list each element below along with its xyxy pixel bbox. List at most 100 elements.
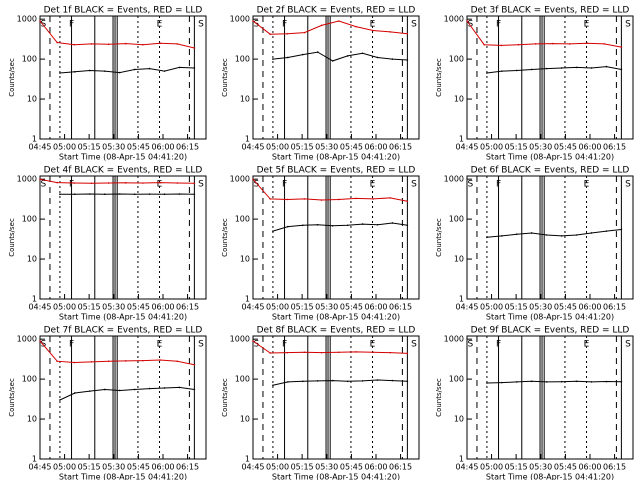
lld-series-line <box>39 20 195 49</box>
lld-series-line <box>39 178 195 184</box>
y-tick-label: 10 <box>27 415 37 424</box>
lld-data-point <box>269 352 271 354</box>
events-data-point <box>545 67 548 70</box>
y-tick-label: 1000 <box>444 175 464 184</box>
x-tick-label: 05:15 <box>505 143 528 152</box>
events-data-point <box>486 236 488 239</box>
detector-panel-4: Det 4f BLACK = Events, RED = LLD 1 10 100 10… <box>8 166 207 322</box>
events-data-point <box>575 66 578 69</box>
events-data-point <box>148 193 151 195</box>
y-axis-label: Counts/sec <box>8 58 16 97</box>
events-data-point <box>590 381 593 383</box>
lld-data-point <box>142 182 144 184</box>
y-axis-label: Counts/sec <box>221 218 229 257</box>
events-data-point <box>316 380 319 382</box>
x-tick-label: 05:15 <box>78 463 101 472</box>
events-data-point <box>376 56 379 59</box>
events-data-point <box>501 381 503 384</box>
lld-data-point <box>534 43 537 45</box>
panel-title: Det 6f BLACK = Events, RED = LLD <box>471 166 630 176</box>
x-tick-label: 05:00 <box>480 303 503 312</box>
lld-data-point <box>193 47 196 49</box>
events-data-point <box>103 388 106 391</box>
x-axis-label: Start Time (08-Apr-15 04:41:20) <box>272 153 400 162</box>
x-tick-label: 06:15 <box>389 143 412 152</box>
events-data-point <box>59 193 61 196</box>
lld-series-line <box>466 20 622 48</box>
events-series-line <box>59 66 195 74</box>
x-tick-label: 06:15 <box>389 463 412 472</box>
events-data-point <box>193 388 196 391</box>
lld-data-point <box>142 43 144 46</box>
lld-data-point <box>603 43 606 45</box>
lld-data-point <box>355 25 357 28</box>
events-data-point <box>560 235 563 237</box>
x-axis-label: Start Time (08-Apr-15 04:41:20) <box>59 153 187 162</box>
y-tick-label: 1000 <box>230 175 250 184</box>
y-tick-label: 100 <box>22 375 37 384</box>
lld-data-point <box>569 43 571 45</box>
y-tick-label: 1 <box>459 455 464 464</box>
x-tick-label: 05:45 <box>340 463 363 472</box>
x-tick-label: 05:45 <box>554 463 577 472</box>
x-tick-label: 06:15 <box>603 143 626 152</box>
lld-data-point <box>269 33 271 36</box>
events-data-point <box>287 56 289 59</box>
x-tick-label: 05:00 <box>53 303 76 312</box>
marker-letter: S <box>253 20 259 30</box>
y-tick-label: 1000 <box>17 15 37 24</box>
marker-letter: F <box>69 180 74 190</box>
x-axis-label: Start Time (08-Apr-15 04:41:20) <box>272 313 400 322</box>
events-data-point <box>148 67 151 70</box>
x-tick-label: 06:15 <box>389 303 412 312</box>
plot-frame <box>39 335 207 460</box>
x-tick-label: 05:45 <box>127 143 150 152</box>
marker-letter: S <box>625 180 631 190</box>
events-data-point <box>302 53 304 56</box>
marker-letter: S <box>411 20 417 30</box>
lld-data-point <box>159 181 161 184</box>
lld-data-point <box>303 31 306 34</box>
events-data-point <box>59 399 61 401</box>
x-tick-label: 05:30 <box>529 463 552 472</box>
events-data-point <box>590 67 593 69</box>
y-tick-label: 10 <box>27 95 37 104</box>
lld-data-point <box>124 182 127 184</box>
marker-letter: S <box>467 180 473 190</box>
events-data-point <box>287 225 289 228</box>
lld-data-point <box>193 182 196 185</box>
lld-data-point <box>124 42 127 45</box>
x-tick-label: 05:30 <box>102 463 125 472</box>
lld-data-point <box>90 43 93 45</box>
panel-title: Det 3f BLACK = Events, RED = LLD <box>471 6 630 16</box>
x-tick-label: 05:00 <box>480 143 503 152</box>
marker-letter: E <box>584 340 590 350</box>
detector-panel-1: Det 1f BLACK = Events, RED = LLD 1 10 100 10… <box>8 6 207 162</box>
x-tick-label: 06:00 <box>364 143 387 152</box>
events-data-point <box>376 224 379 226</box>
marker-letter: S <box>198 20 204 30</box>
events-data-point <box>530 68 533 71</box>
y-tick-label: 1000 <box>17 175 37 184</box>
y-tick-label: 10 <box>454 255 464 264</box>
y-tick-label: 1000 <box>230 15 250 24</box>
events-data-point <box>575 234 578 236</box>
lld-data-point <box>73 361 76 364</box>
plot-frame <box>252 335 420 460</box>
lld-data-point <box>389 197 392 199</box>
lld-data-point <box>286 198 289 201</box>
x-tick-label: 05:30 <box>315 303 338 312</box>
events-data-point <box>620 380 623 383</box>
y-tick-label: 10 <box>454 415 464 424</box>
panel-title: Det 5f BLACK = Events, RED = LLD <box>257 166 416 176</box>
events-series-line <box>486 229 622 238</box>
events-data-point <box>163 70 166 72</box>
lld-data-point <box>337 198 340 201</box>
events-data-point <box>133 388 136 391</box>
y-axis-label: Counts/sec <box>221 58 229 97</box>
y-tick-label: 10 <box>240 95 250 104</box>
marker-letter: S <box>253 340 259 350</box>
x-tick-label: 06:00 <box>364 303 387 312</box>
events-data-point <box>178 66 181 69</box>
x-axis-label: Start Time (08-Apr-15 04:41:20) <box>486 473 614 480</box>
